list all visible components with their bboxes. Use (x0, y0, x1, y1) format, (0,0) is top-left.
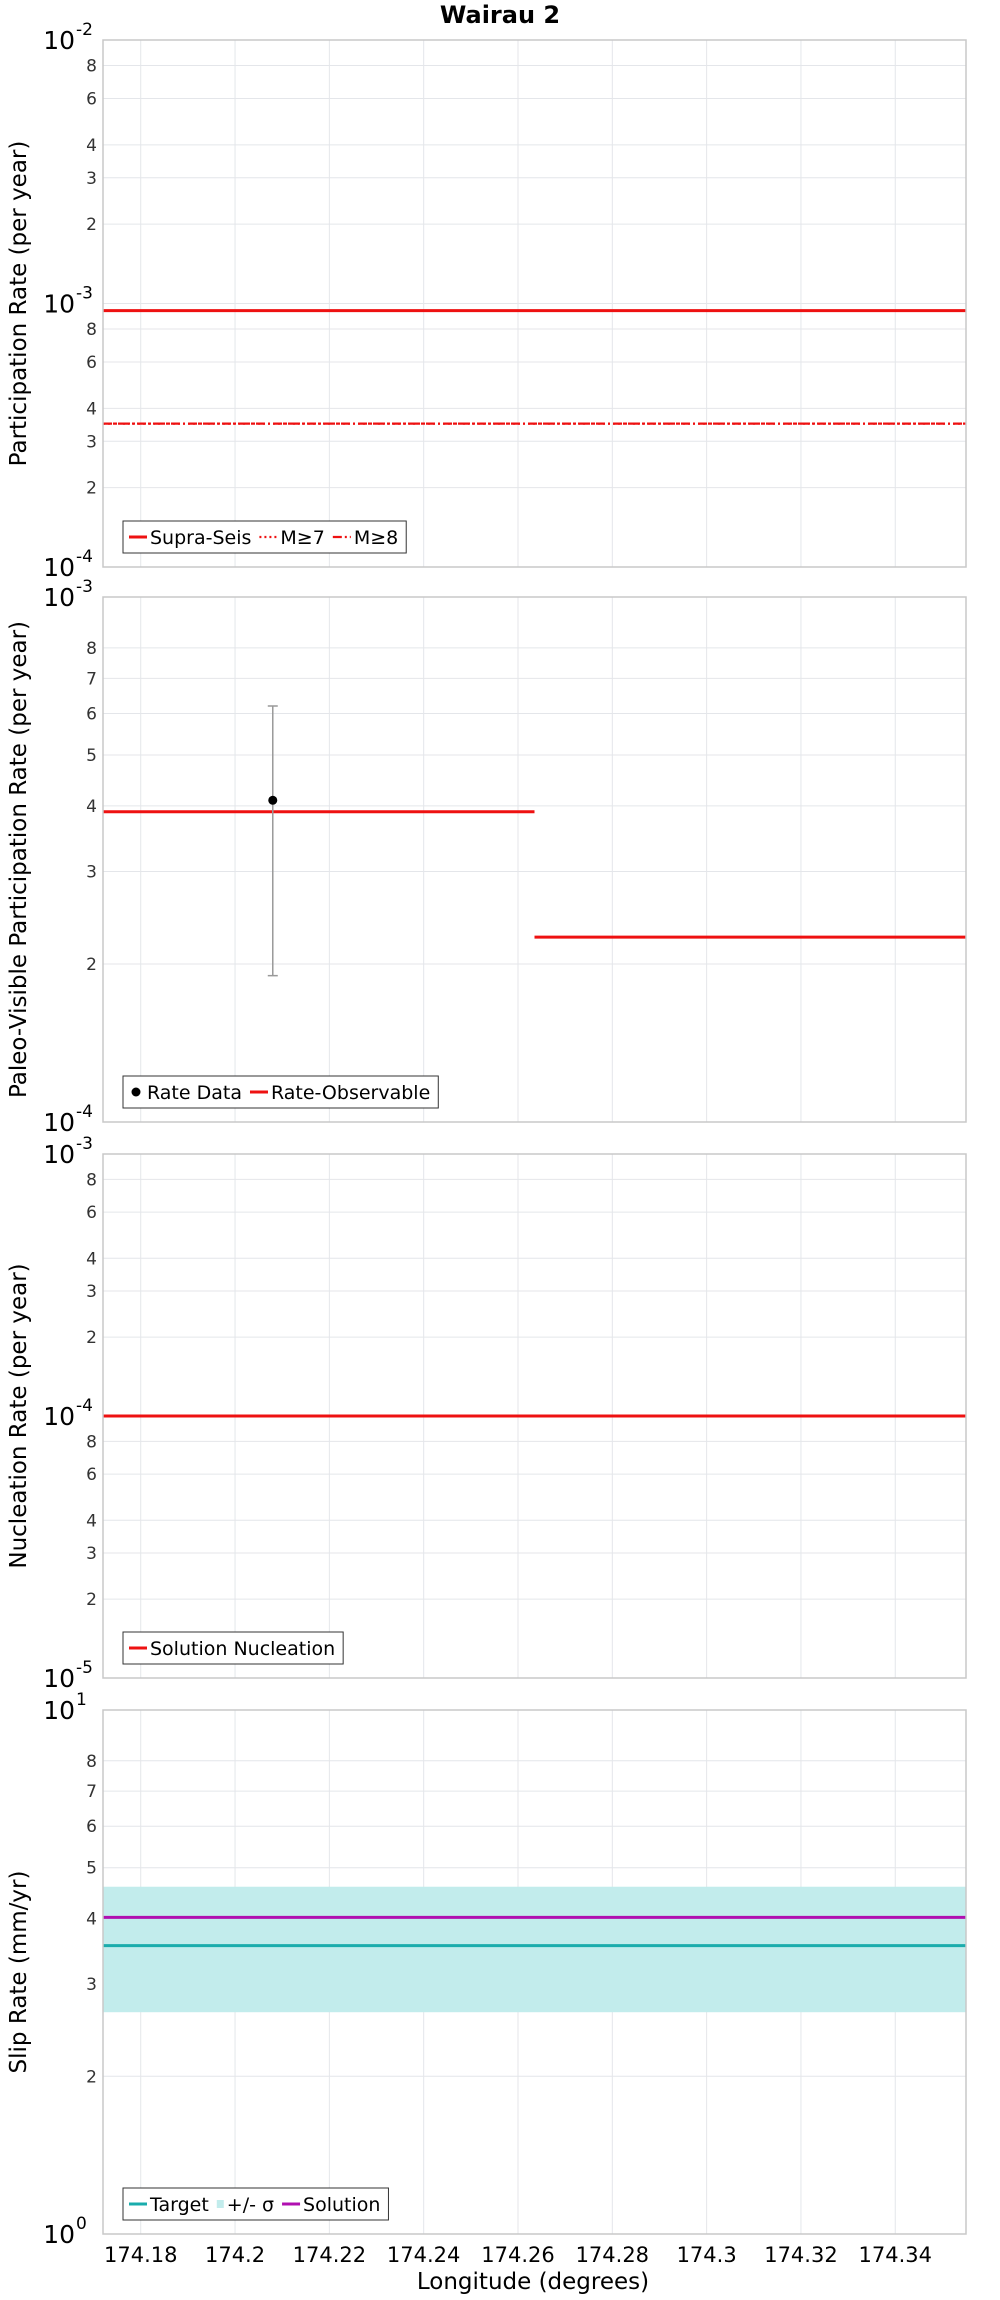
y-tick-label-exponent: 0 (76, 2214, 87, 2234)
legend: Solution Nucleation (122, 1631, 344, 1665)
legend-label-supra-seis: Supra-Seis (150, 527, 251, 549)
y-tick-label: 2 (86, 215, 97, 235)
x-tick-label: 174.24 (387, 2243, 460, 2267)
y-tick-label: 4 (86, 136, 97, 156)
legend: Supra-Seis M≥7 M≥8 (122, 520, 407, 554)
y-tick-label: 2 (86, 955, 97, 975)
x-tick-label: 174.2 (205, 2243, 265, 2267)
x-tick-label: 174.34 (859, 2243, 932, 2267)
y-tick-label: 7 (86, 669, 97, 689)
y-tick-label: 3 (86, 863, 97, 883)
x-tick-label: 174.3 (677, 2243, 737, 2267)
y-tick-label: 2 (86, 479, 97, 499)
y-tick-label: 6 (86, 1817, 97, 1837)
legend: Target +/- σ Solution (122, 2187, 389, 2221)
y-tick-label: 2 (86, 1328, 97, 1348)
legend-label-rate-observable: Rate-Observable (271, 1082, 430, 1104)
y-tick-label: 4 (86, 797, 97, 817)
y-tick-label-major: 10 (43, 1696, 75, 1725)
legend-swatch-- (216, 2200, 224, 2208)
x-tick-label: 174.22 (293, 2243, 366, 2267)
y-tick-label: 6 (86, 353, 97, 373)
y-tick-label-major: 10 (43, 1108, 75, 1137)
y-tick-label-exponent: -3 (76, 284, 93, 304)
legend-label-target: Target (149, 2194, 209, 2216)
x-tick-label: 174.18 (104, 2243, 177, 2267)
y-tick-label-exponent: -4 (76, 1396, 93, 1416)
y-tick-label: 4 (86, 1511, 97, 1531)
y-tick-label: 8 (86, 1170, 97, 1190)
legend-label-m-7: M≥7 (280, 527, 324, 549)
plot-frame (102, 1709, 967, 2235)
legend-box (122, 2187, 389, 2221)
sigma-band (103, 1886, 966, 2013)
legend-box (122, 1631, 344, 1665)
y-tick-label: 8 (86, 57, 97, 77)
plot-frame (102, 1153, 967, 1679)
y-tick-label: 6 (86, 89, 97, 109)
y-tick-label: 4 (86, 1249, 97, 1269)
plot-frame (102, 39, 967, 568)
y-tick-label-major: 10 (43, 1140, 75, 1169)
x-axis-label: Longitude (degrees) (417, 2269, 649, 2295)
y-axis-label: Nucleation Rate (per year) (6, 1263, 32, 1568)
y-tick-label-exponent: -4 (76, 547, 93, 567)
y-tick-label: 8 (86, 1432, 97, 1452)
y-tick-label-exponent: -3 (76, 1134, 93, 1154)
y-tick-label: 8 (86, 320, 97, 340)
x-tick-label: 174.26 (481, 2243, 554, 2267)
y-tick-label-major: 10 (43, 1664, 75, 1693)
y-tick-label: 3 (86, 1282, 97, 1302)
y-axis-label: Paleo-Visible Participation Rate (per ye… (6, 621, 32, 1098)
y-tick-label-major: 10 (43, 2220, 75, 2249)
legend-label-m-8: M≥8 (354, 527, 398, 549)
y-tick-label-major: 10 (43, 290, 75, 319)
y-tick-label-major: 10 (43, 553, 75, 582)
y-tick-label-exponent: -2 (76, 20, 93, 40)
legend-swatch-rate-data (131, 1087, 141, 1097)
y-tick-label: 8 (86, 1752, 97, 1772)
y-tick-label: 6 (86, 1465, 97, 1485)
y-tick-label-major: 10 (43, 583, 75, 612)
y-tick-label: 8 (86, 639, 97, 659)
y-axis-label: Participation Rate (per year) (6, 141, 32, 467)
y-tick-label-exponent: 1 (76, 1690, 87, 1710)
y-tick-label: 5 (86, 746, 97, 766)
y-tick-label: 2 (86, 2067, 97, 2087)
legend-label--: +/- σ (227, 2194, 274, 2216)
y-tick-label: 4 (86, 399, 97, 419)
chart-title: Wairau 2 (440, 1, 560, 29)
legend-box (122, 1075, 439, 1109)
x-tick-label: 174.28 (576, 2243, 649, 2267)
y-tick-label: 6 (86, 704, 97, 724)
y-tick-label-major: 10 (43, 1402, 75, 1431)
y-tick-label: 6 (86, 1203, 97, 1223)
y-tick-label: 5 (86, 1859, 97, 1879)
y-tick-label: 4 (86, 1910, 97, 1930)
y-tick-label-major: 10 (43, 26, 75, 55)
plot-frame (102, 596, 967, 1123)
y-tick-label-exponent: -4 (76, 1102, 93, 1122)
y-tick-label: 2 (86, 1590, 97, 1610)
y-tick-label: 3 (86, 1975, 97, 1995)
legend-label-rate-data: Rate Data (147, 1082, 242, 1104)
legend: Rate Data Rate-Observable (122, 1075, 439, 1109)
y-tick-label-exponent: -5 (76, 1658, 93, 1678)
rate-data-point (268, 795, 278, 805)
y-tick-label: 3 (86, 1544, 97, 1564)
legend-label-solution: Solution (303, 2194, 380, 2216)
y-tick-label-exponent: -3 (76, 577, 93, 597)
legend-label-solution-nucleation: Solution Nucleation (150, 1638, 335, 1660)
y-tick-label: 3 (86, 169, 97, 189)
y-tick-label: 3 (86, 432, 97, 452)
y-axis-label: Slip Rate (mm/yr) (6, 1871, 32, 2074)
y-tick-label: 7 (86, 1782, 97, 1802)
x-tick-label: 174.32 (764, 2243, 837, 2267)
